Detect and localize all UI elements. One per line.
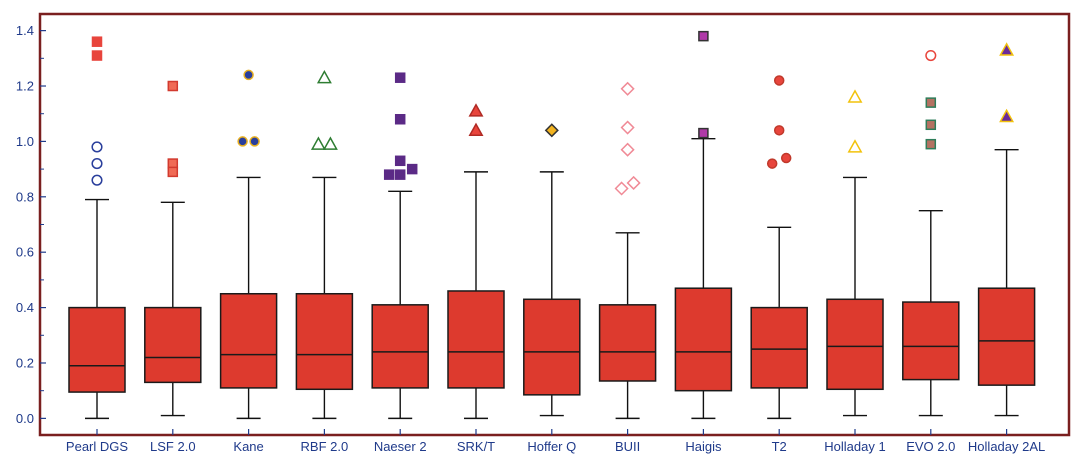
outlier-circle xyxy=(91,141,103,153)
x-tick-label: Kane xyxy=(233,439,263,454)
x-tick-label: Holladay 2AL xyxy=(968,439,1045,454)
outlier-triangle xyxy=(999,42,1015,56)
outlier-circle xyxy=(91,174,103,186)
iqr-box xyxy=(219,292,278,389)
outlier-square xyxy=(383,169,395,180)
y-tick-label: 0.2 xyxy=(16,355,34,370)
outlier-diamond xyxy=(620,81,635,96)
outlier-triangle xyxy=(310,136,326,150)
outlier-circle xyxy=(91,158,103,170)
x-tick-label: Naeser 2 xyxy=(374,439,427,454)
outlier-circle xyxy=(766,158,778,169)
outlier-square xyxy=(91,36,103,47)
box-group-buii xyxy=(598,232,657,420)
y-tick-label: 0.0 xyxy=(16,411,34,426)
box-group-srk-t xyxy=(447,171,505,420)
x-tick-label: T2 xyxy=(772,439,787,454)
outlier-triangle xyxy=(847,89,863,103)
outlier-square xyxy=(394,169,406,180)
outlier-circle xyxy=(243,69,254,81)
outlier-triangle xyxy=(316,69,332,84)
outlier-circle xyxy=(925,49,937,62)
outlier-diamond xyxy=(620,120,635,135)
outlier-square xyxy=(394,155,406,167)
iqr-box xyxy=(523,298,581,396)
box-group-rbf-2-0 xyxy=(295,176,354,420)
x-tick-label: Hoffer Q xyxy=(527,439,576,454)
box-group-hoffer-q xyxy=(523,171,581,417)
box-group-holladay-2al xyxy=(977,149,1036,417)
outlier-diamond xyxy=(544,123,559,138)
y-tick-label: 0.8 xyxy=(16,189,34,204)
outlier-diamond xyxy=(614,181,629,196)
iqr-box xyxy=(902,301,960,381)
box-group-lsf-2-0 xyxy=(144,201,202,417)
outlier-triangle xyxy=(468,103,484,117)
outlier-square xyxy=(925,97,937,108)
outlier-diamond xyxy=(620,142,635,157)
outliers-layer xyxy=(91,30,1015,196)
x-tick-label: BUII xyxy=(615,439,640,454)
outlier-square xyxy=(91,50,103,61)
y-tick-label: 1.2 xyxy=(16,79,34,94)
box-group-holladay-1 xyxy=(826,176,884,417)
outlier-circle xyxy=(249,136,260,147)
outlier-triangle xyxy=(468,122,484,137)
x-tick-label: Pearl DGS xyxy=(66,439,128,454)
iqr-box xyxy=(977,287,1036,386)
x-tick-label: RBF 2.0 xyxy=(301,439,349,454)
outlier-square xyxy=(698,127,709,139)
box-group-pearl-dgs xyxy=(68,198,126,420)
outlier-circle xyxy=(780,152,792,164)
iqr-box xyxy=(371,304,429,389)
outlier-triangle xyxy=(999,108,1015,123)
y-tick-label: 0.6 xyxy=(16,245,34,260)
iqr-box xyxy=(447,290,505,389)
box-group-haigis xyxy=(674,137,733,420)
outlier-square xyxy=(394,72,406,83)
outlier-square xyxy=(167,166,179,178)
box-group-t2 xyxy=(750,226,808,420)
iqr-box xyxy=(674,287,733,392)
outlier-square xyxy=(406,163,418,175)
outlier-circle xyxy=(773,75,785,86)
box-group-naeser-2 xyxy=(371,190,429,420)
y-tick-label: 0.4 xyxy=(16,300,34,315)
outlier-diamond xyxy=(626,175,641,191)
x-tick-label: SRK/T xyxy=(457,439,495,454)
iqr-box xyxy=(144,306,202,384)
x-tick-label: Holladay 1 xyxy=(824,439,885,454)
outlier-square xyxy=(167,80,179,92)
iqr-box xyxy=(295,292,354,391)
box-group-kane xyxy=(219,176,278,420)
outlier-circle xyxy=(237,136,248,147)
iqr-box xyxy=(750,306,808,389)
outlier-square xyxy=(925,138,937,150)
x-axis: Pearl DGS LSF 2.0 Kane RBF 2.0 Naeser 2 SRK/T… xyxy=(66,429,1045,454)
x-tick-label: Haigis xyxy=(685,439,722,454)
iqr-box xyxy=(598,304,657,382)
x-tick-label: LSF 2.0 xyxy=(150,439,196,454)
boxes-layer xyxy=(68,137,1036,420)
outlier-square xyxy=(394,114,406,125)
iqr-box xyxy=(68,306,126,393)
iqr-box xyxy=(826,298,884,391)
y-axis: 0.0 0.2 0.4 0.6 0.8 1.0 1.2 1.4 xyxy=(16,23,46,426)
y-tick-label: 1.4 xyxy=(16,23,34,38)
outlier-circle xyxy=(773,125,785,136)
outlier-square xyxy=(698,30,709,42)
outlier-triangle xyxy=(847,139,863,153)
y-tick-label: 1.0 xyxy=(16,134,34,149)
x-tick-label: EVO 2.0 xyxy=(906,439,955,454)
box-group-evo-2-0 xyxy=(902,209,960,417)
outlier-triangle xyxy=(322,136,338,150)
outlier-square xyxy=(925,119,937,131)
